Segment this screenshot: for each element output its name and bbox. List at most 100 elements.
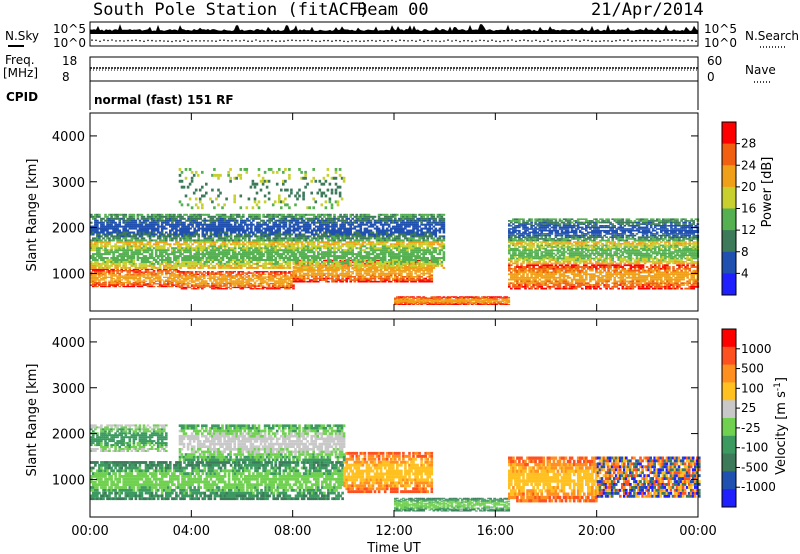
echo-cell: [422, 297, 425, 299]
echo-cell: [317, 280, 320, 283]
echo-cell: [256, 253, 259, 256]
echo-cell: [422, 298, 425, 300]
echo-cell: [507, 299, 511, 301]
echo-cell: [288, 261, 292, 263]
echo-cell: [138, 270, 142, 272]
echo-cell: [499, 300, 502, 302]
echo-cell: [690, 284, 693, 286]
echo-cell: [651, 287, 655, 290]
echo-cell: [182, 282, 186, 285]
echo-cell: [321, 279, 324, 281]
echo-cell: [304, 261, 308, 263]
echo-cell: [662, 282, 665, 285]
echo-cell: [290, 277, 293, 279]
echo-cell: [158, 255, 162, 258]
echo-cell: [118, 281, 121, 284]
echo-cell: [432, 296, 436, 298]
echo-cell: [578, 276, 582, 279]
echo-cell: [552, 275, 556, 277]
echo-cell: [251, 273, 255, 275]
echo-cell: [250, 243, 253, 246]
echo-cell: [664, 269, 667, 272]
echo-cell: [102, 272, 105, 275]
echo-cell: [264, 261, 267, 263]
echo-cell: [231, 249, 235, 252]
echo-cell: [460, 298, 464, 300]
echo-cell: [674, 271, 677, 274]
echo-cell: [442, 304, 446, 305]
echo-cell: [180, 272, 184, 274]
echo-cell: [104, 262, 107, 265]
echo-cell: [240, 259, 243, 261]
echo-cell: [686, 266, 689, 268]
echo-cell: [156, 266, 160, 269]
echo-cell: [150, 255, 154, 258]
echo-cell: [389, 261, 393, 263]
echo-cell: [197, 251, 200, 254]
echo-cell: [568, 284, 572, 286]
echo-cell: [643, 269, 647, 272]
echo-cell: [554, 269, 558, 272]
echo-cell: [609, 287, 612, 290]
echo-cell: [92, 284, 95, 286]
echo-cell: [485, 296, 488, 298]
echo-cell: [189, 262, 192, 265]
echo-cell: [532, 273, 535, 276]
echo-cell: [278, 282, 281, 285]
echo-cell: [152, 281, 156, 284]
echo-cell: [682, 264, 685, 267]
echo-cell: [130, 278, 134, 280]
echo-cell: [154, 243, 158, 246]
echo-cell: [351, 279, 354, 281]
echo-cell: [392, 269, 395, 272]
echo-cell: [258, 241, 261, 244]
echo-cell: [418, 276, 421, 278]
echo-cell: [416, 298, 419, 300]
echo-cell: [503, 299, 506, 301]
echo-cell: [534, 276, 537, 279]
echo-cell: [156, 247, 160, 250]
echo-cell: [335, 277, 338, 280]
echo-cell: [280, 276, 283, 278]
echo-cell: [167, 266, 170, 269]
echo-cell: [684, 287, 687, 290]
echo-cell: [188, 275, 192, 277]
echo-cell: [250, 264, 253, 267]
echo-cell: [253, 281, 257, 283]
echo-cell: [477, 297, 480, 299]
echo-cell: [194, 280, 198, 282]
echo-cell: [249, 282, 253, 285]
echo-cell: [672, 278, 675, 281]
echo-cell: [120, 279, 123, 281]
echo-cell: [686, 275, 689, 277]
echo-cell: [603, 278, 606, 281]
echo-cell: [345, 280, 348, 283]
echo-cell: [416, 267, 419, 270]
echo-cell: [255, 272, 259, 274]
echo-cell: [416, 276, 419, 278]
echo-cell: [643, 271, 647, 274]
echo-cell: [597, 267, 600, 270]
echo-cell: [100, 257, 103, 259]
echo-cell: [312, 269, 316, 272]
echo-cell: [512, 284, 515, 286]
echo-cell: [424, 296, 427, 298]
echo-cell: [128, 249, 132, 252]
echo-cell: [432, 298, 436, 300]
echo-cell: [321, 266, 324, 269]
echo-cell: [138, 279, 142, 281]
echo-cell: [280, 277, 283, 279]
echo-cell: [256, 264, 259, 267]
echo-cell: [560, 280, 564, 283]
echo-cell: [233, 286, 236, 289]
echo-cell: [655, 285, 659, 288]
echo-cell: [566, 284, 570, 286]
echo-cell: [118, 276, 121, 278]
echo-cell: [253, 288, 257, 290]
echo-cell: [192, 275, 196, 277]
echo-cell: [192, 273, 196, 275]
echo-cell: [148, 249, 152, 252]
nsearch-dot: [675, 39, 677, 41]
echo-cell: [365, 274, 369, 276]
echo-cell: [312, 277, 316, 280]
